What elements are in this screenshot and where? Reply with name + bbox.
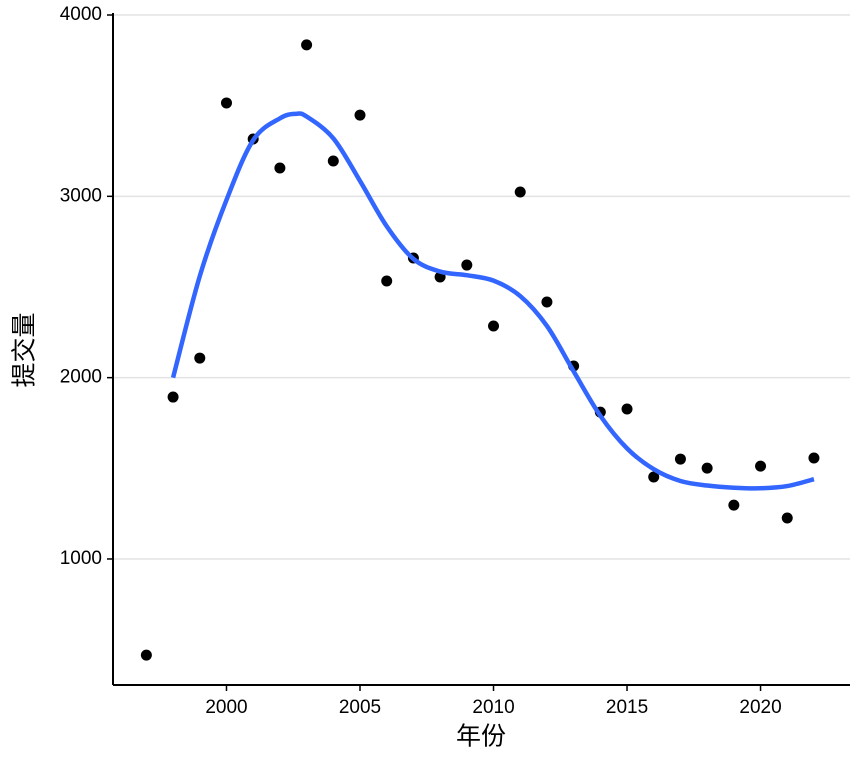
point xyxy=(621,403,633,415)
point xyxy=(755,460,767,472)
point xyxy=(648,471,660,483)
x-tick-label: 2000 xyxy=(205,697,247,718)
point xyxy=(701,462,713,474)
point xyxy=(274,162,286,174)
x-tick-label: 2020 xyxy=(739,697,781,718)
y-tick-label: 2000 xyxy=(60,367,102,388)
x-tick-label: 2010 xyxy=(472,697,514,718)
point xyxy=(327,155,339,167)
y-tick-label: 4000 xyxy=(60,4,102,25)
point xyxy=(781,512,793,524)
point xyxy=(220,97,232,109)
y-tick-label: 3000 xyxy=(60,185,102,206)
point xyxy=(167,391,179,403)
smooth-line xyxy=(170,111,815,491)
point xyxy=(728,499,740,511)
x-tick-label: 2005 xyxy=(339,697,381,718)
y-axis-title: 提交量 xyxy=(11,312,39,387)
point xyxy=(301,39,313,51)
point xyxy=(354,109,366,121)
x-axis-title: 年份 xyxy=(456,723,506,751)
point xyxy=(514,186,526,198)
point xyxy=(488,320,500,332)
point xyxy=(194,352,206,364)
point xyxy=(541,296,553,308)
x-tick-label: 2015 xyxy=(606,697,648,718)
point xyxy=(381,275,393,287)
point xyxy=(674,453,686,465)
y-tick-label: 1000 xyxy=(60,548,102,569)
point xyxy=(461,259,473,271)
point xyxy=(808,452,820,464)
point xyxy=(140,649,152,661)
